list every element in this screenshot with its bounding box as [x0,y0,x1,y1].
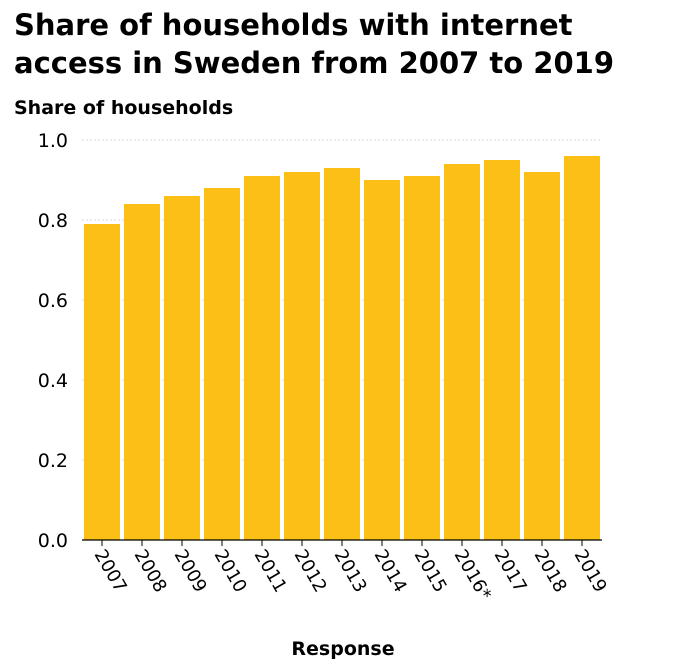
x-tick-label: 2011 [250,546,291,596]
y-tick-label: 0.6 [38,290,68,312]
y-tick-label: 1.0 [38,130,68,152]
y-tick-label: 0.4 [38,370,68,392]
bar-2011 [244,176,280,540]
chart-title: Share of households with internet access… [14,8,614,80]
x-tick-label: 2010 [210,546,251,596]
x-tick-label: 2016* [450,546,496,604]
y-tick-label: 0.0 [38,530,68,552]
y-axis-label: Share of households [14,97,233,119]
bar-2016 [444,164,480,540]
y-axis-ticks: 0.0 0.2 0.4 0.6 0.8 1.0 [38,130,68,552]
bar-2007 [84,224,120,540]
bar-2018 [524,172,560,540]
x-tick-label: 2017 [490,546,531,596]
bar-2015 [404,176,440,540]
x-tick-label: 2019 [570,546,611,596]
x-tick-label: 2013 [330,546,371,596]
bar-2017 [484,160,520,540]
x-axis-ticks: 2007200820092010201120122013201420152016… [90,540,611,604]
bar-2013 [324,168,360,540]
x-tick-label: 2012 [290,546,331,596]
bar-2019 [564,156,600,540]
bar-2009 [164,196,200,540]
x-tick-label: 2018 [530,546,571,596]
bar-2012 [284,172,320,540]
x-tick-label: 2015 [410,546,451,596]
x-tick-label: 2014 [370,546,411,596]
bar-2008 [124,204,160,540]
y-tick-label: 0.2 [38,450,68,472]
bar-2010 [204,188,240,540]
x-tick-label: 2008 [130,546,171,596]
bar-2014 [364,180,400,540]
bars [84,156,600,540]
x-axis-label: Response [291,638,394,660]
x-tick-label: 2009 [170,546,211,596]
x-tick-label: 2007 [90,546,131,596]
y-tick-label: 0.8 [38,210,68,232]
